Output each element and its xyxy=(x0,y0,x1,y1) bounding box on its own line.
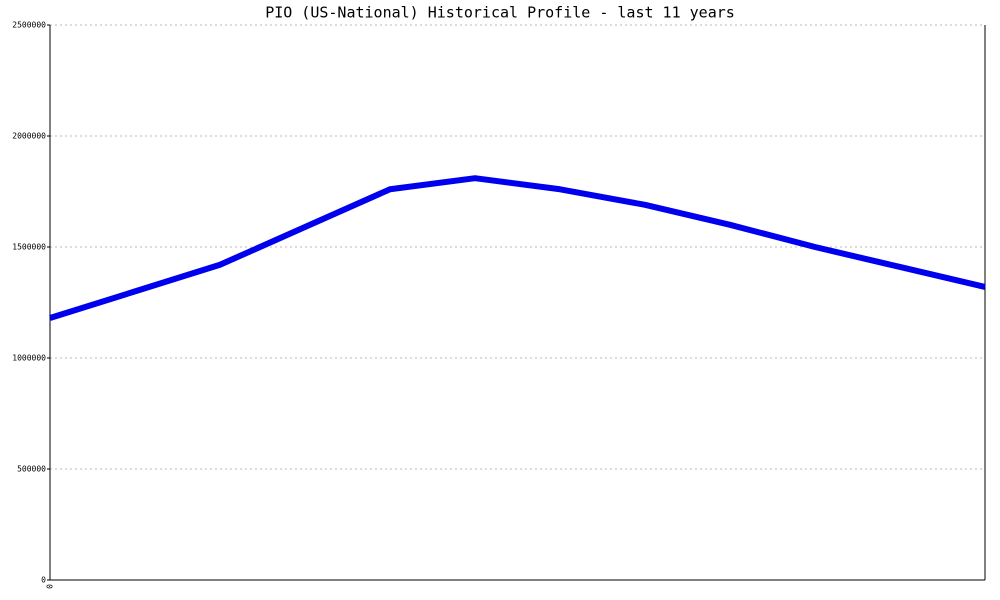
y-tick-label: 2000000 xyxy=(12,132,46,141)
line-series xyxy=(49,175,986,321)
y-tick-label: 2500000 xyxy=(12,21,46,30)
chart-title: PIO (US-National) Historical Profile - l… xyxy=(265,4,735,22)
y-tick-label: 1000000 xyxy=(12,354,46,363)
x-tick-label: 0 xyxy=(46,584,55,589)
y-tick-label: 500000 xyxy=(17,465,46,474)
y-tick-label: 0 xyxy=(41,576,46,585)
y-tick-label: 1500000 xyxy=(12,243,46,252)
